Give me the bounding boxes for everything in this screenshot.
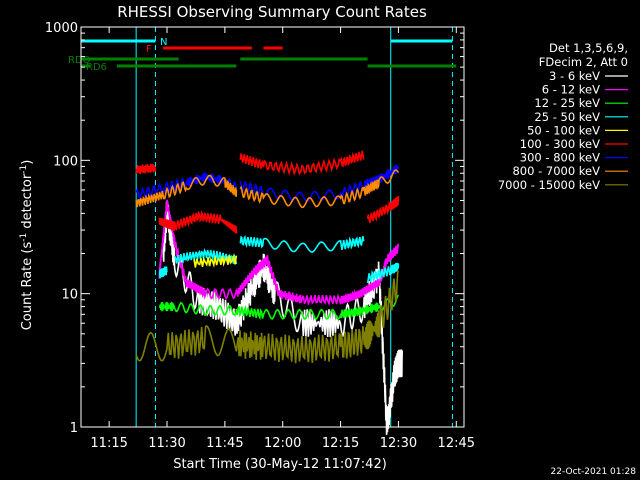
- series-7-line-1: [239, 169, 400, 209]
- legend-label-4: 50 - 100 keV: [527, 123, 600, 137]
- flag-rdo-label: RDO: [68, 55, 91, 66]
- y-axis-label-sup1: -1: [19, 233, 29, 242]
- series-7: [135, 169, 400, 209]
- y-tick-label-2: 100: [53, 154, 78, 169]
- plot-frame: [80, 26, 465, 428]
- legend-label-8: 7000 - 15000 keV: [498, 178, 600, 192]
- legend-label-7: 800 - 7000 keV: [512, 164, 600, 178]
- series-2: [158, 294, 400, 321]
- y-tick-label-0: 1: [70, 421, 78, 436]
- series-8-line-0: [135, 270, 399, 364]
- series-5: [135, 150, 400, 234]
- y-axis-label-part2: detector: [20, 173, 35, 233]
- x-tick-label-2: 11:45: [206, 436, 243, 451]
- y-tick-label-3: 1000: [45, 21, 78, 36]
- y-axis-label-sup2: -1: [19, 165, 29, 174]
- series-3-line-2: [239, 235, 365, 253]
- series-3-line-3: [366, 262, 400, 284]
- legend-label-5: 100 - 300 keV: [520, 137, 600, 151]
- series-5-line-0: [135, 163, 157, 175]
- legend-header-line2: FDecim 2, Att 0: [539, 55, 628, 69]
- series-8: [135, 270, 399, 364]
- y-ticks: 1 10 100 1000: [45, 21, 464, 436]
- x-tick-label-4: 12:15: [322, 436, 359, 451]
- series-3: [158, 235, 400, 284]
- legend-label-6: 300 - 800 keV: [520, 151, 600, 165]
- series-0-line-0: [162, 200, 404, 435]
- legend-header-line1: Det 1,3,5,6,9,: [549, 41, 628, 55]
- x-tick-label-5: 12:30: [380, 436, 417, 451]
- x-tick-label-6: 12:45: [438, 436, 475, 451]
- y-axis-label-part3: ): [20, 160, 35, 165]
- series-0: [162, 200, 404, 435]
- series-4: [193, 253, 238, 268]
- x-ticks: 11:15 11:30 11:45 12:00 12:15 12:30 12:45: [90, 27, 475, 451]
- chart-title: RHESSI Observing Summary Count Rates: [117, 3, 427, 21]
- y-axis-label: Count Rate (s-1 detector-1): [19, 160, 35, 331]
- flag-n-label: N: [160, 37, 167, 48]
- series-4-line-0: [193, 253, 238, 268]
- y-tick-label-1: 10: [61, 288, 78, 303]
- series-5-line-1: [158, 209, 238, 234]
- series-2-line-0: [158, 294, 400, 321]
- x-tick-label-1: 11:30: [148, 436, 185, 451]
- series-5-line-2: [239, 150, 365, 177]
- legend-label-3: 25 - 50 keV: [534, 110, 600, 124]
- legend: Det 1,3,5,6,9, FDecim 2, Att 0 3 - 6 keV…: [498, 41, 628, 192]
- x-tick-label-3: 12:00: [264, 436, 301, 451]
- legend-label-1: 6 - 12 keV: [542, 83, 600, 97]
- series-7-line-0: [135, 174, 238, 208]
- x-axis-label: Start Time (30-May-12 11:07:42): [173, 457, 387, 472]
- series-3-line-1: [173, 247, 238, 265]
- legend-label-2: 12 - 25 keV: [534, 96, 600, 110]
- flag-f-label: F: [146, 44, 152, 55]
- legend-label-0: 3 - 6 keV: [549, 69, 600, 83]
- footer-date: 22-Oct-2021 01:28: [551, 467, 637, 477]
- series-5-line-3: [366, 195, 400, 223]
- x-tick-label-0: 11:15: [90, 436, 127, 451]
- flag-rd6-label: RD6: [86, 62, 107, 73]
- series-3-line-0: [158, 266, 168, 279]
- y-axis-label-part1: Count Rate (s: [20, 242, 35, 331]
